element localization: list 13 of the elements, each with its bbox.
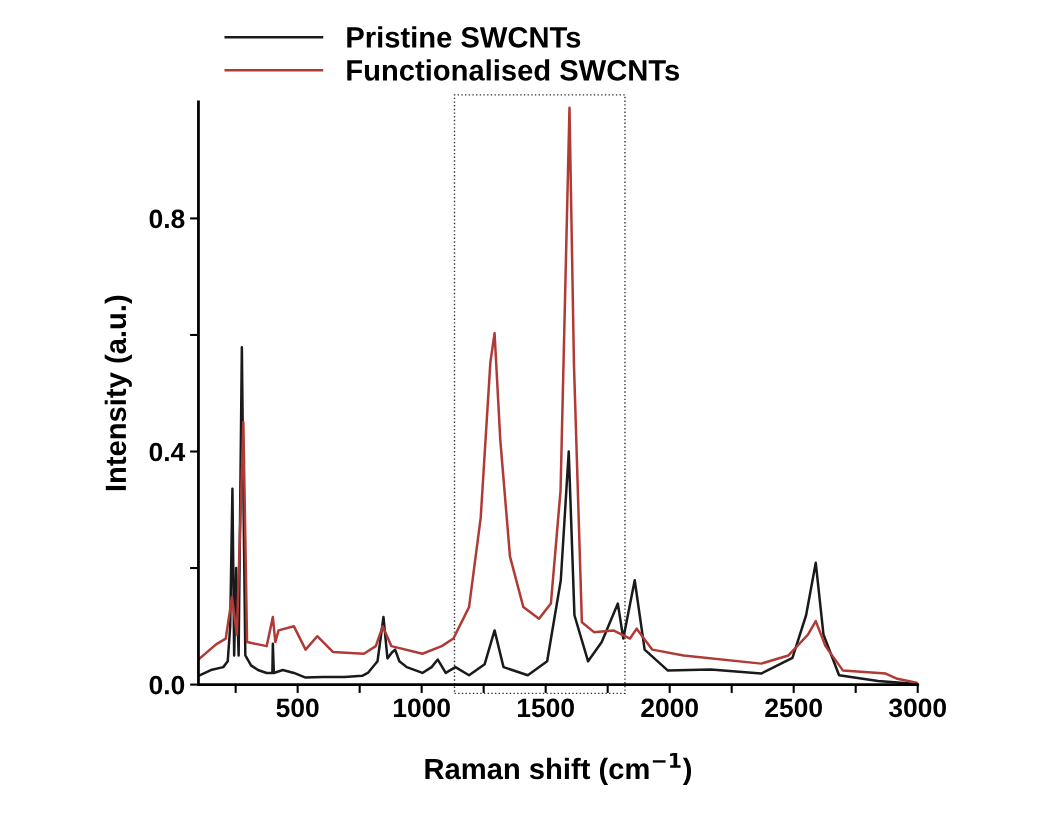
x-tick-label: 3000: [888, 698, 946, 718]
legend-label: Functionalised SWCNTs: [347, 59, 680, 81]
y-axis-title: Intensity (a.u.): [104, 295, 132, 491]
x-tick-label: 1000: [393, 698, 450, 718]
y-tick-label: 0.4: [149, 442, 186, 462]
y-tick-label: 0.0: [149, 675, 185, 695]
x-axis-title: Raman shift (cm$^{−1}$): [425, 752, 692, 786]
x-tick-label: 500: [276, 698, 319, 718]
y-tick-label: 0.8: [149, 209, 185, 229]
x-tick-label: 1500: [517, 698, 574, 718]
legend-label: Pristine SWCNTs: [347, 26, 581, 48]
x-tick-label: 2500: [765, 698, 822, 718]
x-tick-label: 2000: [641, 698, 698, 718]
